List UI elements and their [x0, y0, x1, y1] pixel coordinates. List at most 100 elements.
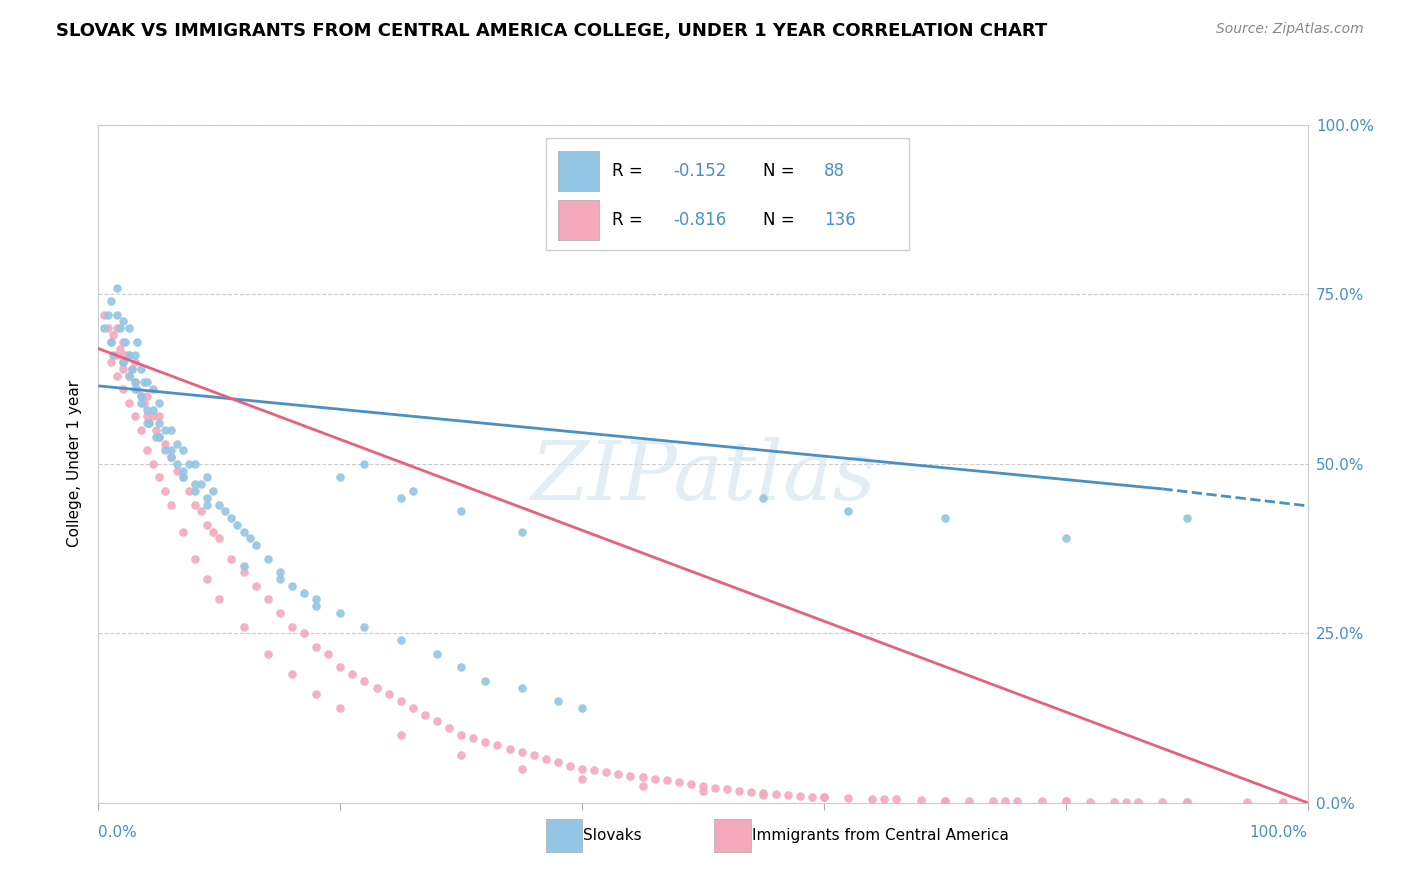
Point [97, 308, 120, 322]
Point [305, 640, 328, 654]
Point [97, 321, 120, 335]
Text: Source: ZipAtlas.com: Source: ZipAtlas.com [1216, 22, 1364, 37]
Point [166, 436, 188, 450]
Point [305, 599, 328, 614]
Point [655, 773, 678, 788]
Point [142, 402, 165, 417]
Point [329, 606, 352, 620]
Point [1272, 795, 1295, 809]
Point [934, 794, 956, 808]
Point [100, 334, 122, 349]
Point [190, 477, 212, 491]
Point [100, 294, 122, 309]
Point [692, 783, 714, 797]
Point [269, 566, 291, 580]
Point [148, 470, 170, 484]
Point [138, 416, 160, 430]
Point [353, 619, 375, 633]
Point [583, 764, 606, 778]
Point [1102, 795, 1125, 809]
Point [619, 769, 641, 783]
Point [437, 721, 460, 735]
Point [129, 389, 152, 403]
Point [135, 416, 157, 430]
Point [631, 779, 654, 793]
Point [226, 517, 249, 532]
Point [1175, 795, 1198, 809]
Point [221, 551, 243, 566]
Point [558, 758, 581, 772]
Point [813, 790, 835, 805]
Point [160, 498, 183, 512]
Point [172, 470, 194, 484]
Point [389, 491, 412, 505]
Point [124, 382, 146, 396]
FancyBboxPatch shape [558, 151, 599, 191]
Point [93, 321, 115, 335]
Point [463, 731, 485, 746]
Point [800, 789, 823, 804]
Point [100, 355, 122, 369]
FancyBboxPatch shape [546, 138, 908, 251]
Point [389, 633, 412, 648]
Point [118, 321, 141, 335]
Point [105, 321, 128, 335]
Point [1054, 794, 1077, 808]
Point [160, 450, 183, 464]
Point [510, 681, 533, 695]
Point [837, 791, 859, 805]
Point [166, 464, 188, 478]
Point [214, 504, 236, 518]
Point [1031, 794, 1053, 808]
Point [886, 792, 908, 806]
Point [232, 558, 254, 573]
Point [101, 328, 124, 343]
Point [135, 376, 157, 390]
Point [329, 470, 352, 484]
Point [353, 457, 375, 471]
Point [129, 389, 152, 403]
Text: 100.0%: 100.0% [1250, 825, 1308, 840]
Text: -0.816: -0.816 [673, 211, 725, 228]
Point [135, 389, 157, 403]
Point [129, 423, 152, 437]
Point [256, 592, 278, 607]
Point [644, 772, 666, 786]
Text: SLOVAK VS IMMIGRANTS FROM CENTRAL AMERICA COLLEGE, UNDER 1 YEAR CORRELATION CHAR: SLOVAK VS IMMIGRANTS FROM CENTRAL AMERIC… [56, 22, 1047, 40]
Point [208, 592, 231, 607]
Point [716, 782, 738, 797]
Point [813, 790, 835, 805]
Y-axis label: College, Under 1 year: College, Under 1 year [67, 380, 83, 548]
Point [305, 687, 328, 701]
Point [111, 355, 134, 369]
Point [450, 660, 472, 674]
Point [118, 396, 141, 410]
Point [1152, 795, 1174, 809]
Point [160, 443, 183, 458]
Point [148, 430, 170, 444]
Point [105, 348, 128, 362]
Point [160, 450, 183, 464]
Text: ZIPatlas: ZIPatlas [530, 437, 876, 517]
Text: R =: R = [613, 162, 648, 180]
Point [631, 770, 654, 784]
Point [153, 443, 176, 458]
Point [692, 779, 714, 793]
Point [202, 524, 225, 539]
Point [366, 681, 388, 695]
Point [752, 491, 775, 505]
Point [184, 483, 207, 498]
Point [166, 457, 188, 471]
Point [269, 606, 291, 620]
Point [450, 728, 472, 742]
Point [184, 551, 207, 566]
Point [474, 673, 496, 688]
Point [127, 382, 149, 396]
Point [571, 772, 593, 786]
Point [108, 321, 131, 335]
Point [202, 483, 225, 498]
Point [153, 436, 176, 450]
Point [547, 755, 569, 769]
Point [413, 707, 436, 722]
Point [256, 647, 278, 661]
